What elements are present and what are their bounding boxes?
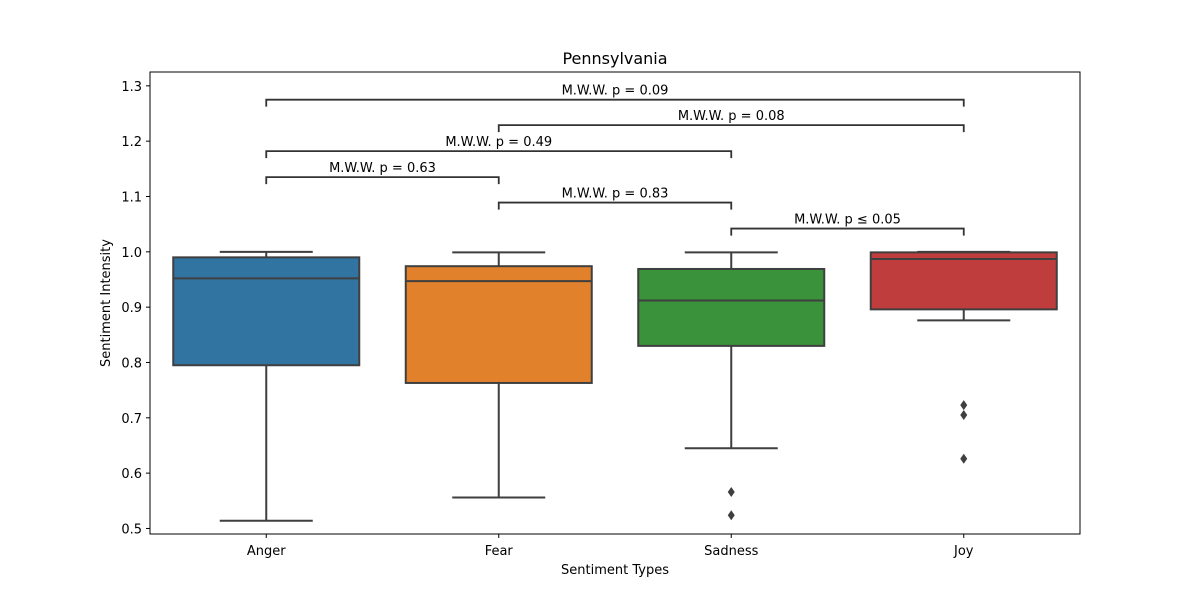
box-joy	[869, 250, 1058, 464]
significance-label: M.W.W. p = 0.49	[445, 135, 552, 150]
significance-label: M.W.W. p = 0.63	[329, 161, 436, 176]
y-tick-label: 1.1	[121, 190, 142, 205]
y-tick-label: 0.6	[121, 467, 142, 482]
y-tick-label: 1.0	[121, 246, 142, 261]
chart-title: Pennsylvania	[562, 49, 667, 68]
y-axis-label: Sentiment Intensity	[99, 239, 114, 367]
significance-bracket	[730, 227, 965, 236]
y-tick-label: 0.5	[121, 522, 142, 537]
plot-frame	[149, 71, 1081, 535]
significance-annotation: M.W.W. p = 0.63	[265, 161, 500, 185]
box-iqr	[869, 251, 1058, 311]
significance-annotation: M.W.W. p ≤ 0.05	[730, 213, 965, 236]
outlier-point	[960, 400, 968, 411]
x-tick-label: Joy	[953, 544, 974, 559]
box-iqr	[637, 267, 826, 347]
significance-bracket	[265, 150, 733, 159]
significance-label: M.W.W. p = 0.83	[562, 187, 669, 202]
significance-annotation: M.W.W. p = 0.08	[497, 109, 965, 133]
significance-annotation: M.W.W. p = 0.49	[265, 135, 733, 159]
y-tick-label: 0.8	[121, 356, 142, 371]
y-tick-label: 1.2	[121, 135, 142, 150]
significance-bracket	[497, 124, 965, 133]
outlier-point	[960, 453, 968, 464]
box-anger	[172, 250, 361, 522]
y-tick-label: 0.7	[121, 412, 142, 427]
box-fear	[404, 251, 593, 499]
box-sadness	[637, 251, 826, 521]
x-tick-label: Sadness	[704, 544, 758, 559]
x-tick-label: Fear	[485, 544, 514, 559]
significance-annotation: M.W.W. p = 0.09	[265, 84, 965, 107]
y-tick-label: 0.9	[121, 301, 142, 316]
y-tick-label: 1.3	[121, 80, 142, 95]
box-iqr	[404, 265, 593, 384]
significance-label: M.W.W. p ≤ 0.05	[794, 213, 901, 228]
significance-bracket	[497, 201, 733, 210]
significance-label: M.W.W. p = 0.08	[678, 109, 785, 124]
significance-annotation: M.W.W. p = 0.83	[497, 187, 733, 210]
significance-bracket	[265, 176, 500, 185]
significance-bracket	[265, 98, 965, 107]
box-iqr	[172, 256, 361, 367]
significance-label: M.W.W. p = 0.09	[562, 84, 669, 99]
x-tick-label: Anger	[247, 544, 286, 559]
plot-layer: 0.5 0.6 0.7 0.8 0.9 1.0 1.1 1.2 1.3 Anger Fear Sadn…	[121, 80, 1058, 559]
outlier-point	[727, 510, 735, 521]
outlier-point	[960, 410, 968, 421]
x-axis-label: Sentiment Types	[561, 563, 669, 578]
outlier-point	[727, 486, 735, 497]
